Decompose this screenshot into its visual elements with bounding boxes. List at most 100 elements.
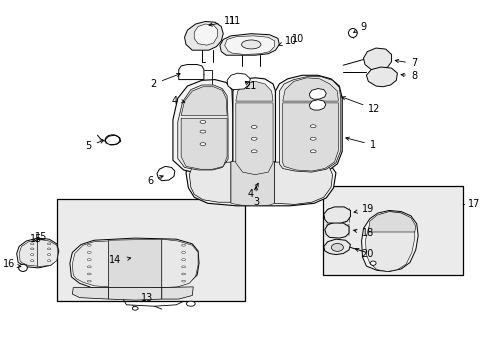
Text: 2: 2	[150, 73, 180, 89]
Ellipse shape	[30, 243, 34, 245]
Ellipse shape	[200, 121, 205, 123]
Text: 4: 4	[247, 189, 253, 199]
Ellipse shape	[181, 252, 185, 253]
Text: 1: 1	[345, 137, 375, 150]
Polygon shape	[189, 162, 230, 202]
Text: 13: 13	[141, 293, 153, 303]
Ellipse shape	[47, 248, 51, 250]
Polygon shape	[178, 85, 227, 170]
Polygon shape	[282, 78, 338, 101]
Ellipse shape	[369, 261, 375, 265]
Polygon shape	[323, 207, 350, 223]
Polygon shape	[181, 87, 226, 116]
Polygon shape	[232, 78, 275, 177]
Ellipse shape	[47, 254, 51, 256]
Ellipse shape	[87, 266, 91, 268]
Text: 7: 7	[394, 58, 416, 68]
Polygon shape	[185, 159, 335, 206]
Text: 10: 10	[278, 36, 297, 46]
Polygon shape	[181, 118, 226, 169]
Ellipse shape	[251, 150, 257, 153]
Polygon shape	[17, 238, 59, 268]
Ellipse shape	[47, 243, 51, 245]
Polygon shape	[309, 100, 325, 110]
Ellipse shape	[251, 126, 257, 129]
Ellipse shape	[181, 266, 185, 268]
Polygon shape	[274, 162, 332, 204]
Polygon shape	[162, 239, 198, 288]
Text: 18: 18	[353, 228, 373, 238]
Polygon shape	[220, 34, 279, 55]
Ellipse shape	[30, 248, 34, 250]
Polygon shape	[173, 80, 232, 174]
Polygon shape	[235, 103, 272, 175]
Ellipse shape	[30, 260, 34, 262]
Polygon shape	[72, 241, 108, 287]
Polygon shape	[72, 288, 108, 299]
Text: 10: 10	[292, 35, 304, 44]
Ellipse shape	[200, 143, 205, 145]
Ellipse shape	[348, 28, 357, 37]
Polygon shape	[365, 212, 414, 271]
Ellipse shape	[310, 150, 315, 153]
Bar	[322, 186, 462, 275]
Text: 11: 11	[208, 17, 235, 27]
Ellipse shape	[87, 252, 91, 253]
Ellipse shape	[331, 243, 343, 251]
Text: 9: 9	[353, 22, 366, 32]
Polygon shape	[162, 287, 193, 299]
Polygon shape	[19, 240, 38, 266]
Polygon shape	[282, 103, 338, 171]
Polygon shape	[70, 238, 199, 289]
Text: 19: 19	[353, 204, 373, 215]
Polygon shape	[275, 75, 342, 175]
Polygon shape	[361, 211, 417, 271]
Ellipse shape	[87, 273, 91, 275]
Ellipse shape	[310, 137, 315, 140]
Polygon shape	[279, 77, 340, 172]
Ellipse shape	[181, 244, 185, 246]
Polygon shape	[309, 89, 325, 99]
Ellipse shape	[251, 137, 257, 140]
Ellipse shape	[241, 40, 261, 49]
Ellipse shape	[310, 125, 315, 128]
Ellipse shape	[181, 280, 185, 282]
Polygon shape	[235, 81, 272, 101]
Polygon shape	[366, 67, 397, 87]
Ellipse shape	[47, 260, 51, 262]
Ellipse shape	[132, 307, 138, 310]
Ellipse shape	[181, 259, 185, 261]
Text: 4: 4	[171, 96, 178, 106]
Ellipse shape	[200, 130, 205, 133]
Ellipse shape	[19, 264, 27, 271]
Polygon shape	[179, 64, 203, 80]
Text: 14: 14	[109, 255, 122, 265]
Text: 17: 17	[467, 199, 479, 210]
Bar	[57, 199, 245, 301]
Ellipse shape	[87, 259, 91, 261]
Polygon shape	[38, 239, 58, 267]
Polygon shape	[108, 288, 162, 300]
Polygon shape	[194, 24, 217, 45]
Polygon shape	[230, 161, 274, 206]
Polygon shape	[108, 239, 162, 288]
Text: 21: 21	[243, 81, 256, 91]
Polygon shape	[363, 48, 391, 69]
Polygon shape	[226, 73, 250, 90]
Text: 20: 20	[355, 248, 373, 258]
Ellipse shape	[87, 280, 91, 282]
Polygon shape	[184, 22, 223, 50]
Text: 5: 5	[85, 140, 103, 151]
Polygon shape	[323, 239, 350, 255]
Text: 15: 15	[30, 234, 42, 244]
Text: 15: 15	[35, 232, 47, 242]
Text: 6: 6	[147, 176, 163, 186]
Ellipse shape	[186, 301, 195, 306]
Polygon shape	[324, 222, 348, 238]
Polygon shape	[157, 166, 175, 181]
Text: 8: 8	[400, 71, 416, 81]
Polygon shape	[224, 36, 274, 54]
Text: 3: 3	[253, 186, 259, 207]
Text: 11: 11	[229, 17, 241, 27]
Text: 12: 12	[341, 96, 380, 114]
